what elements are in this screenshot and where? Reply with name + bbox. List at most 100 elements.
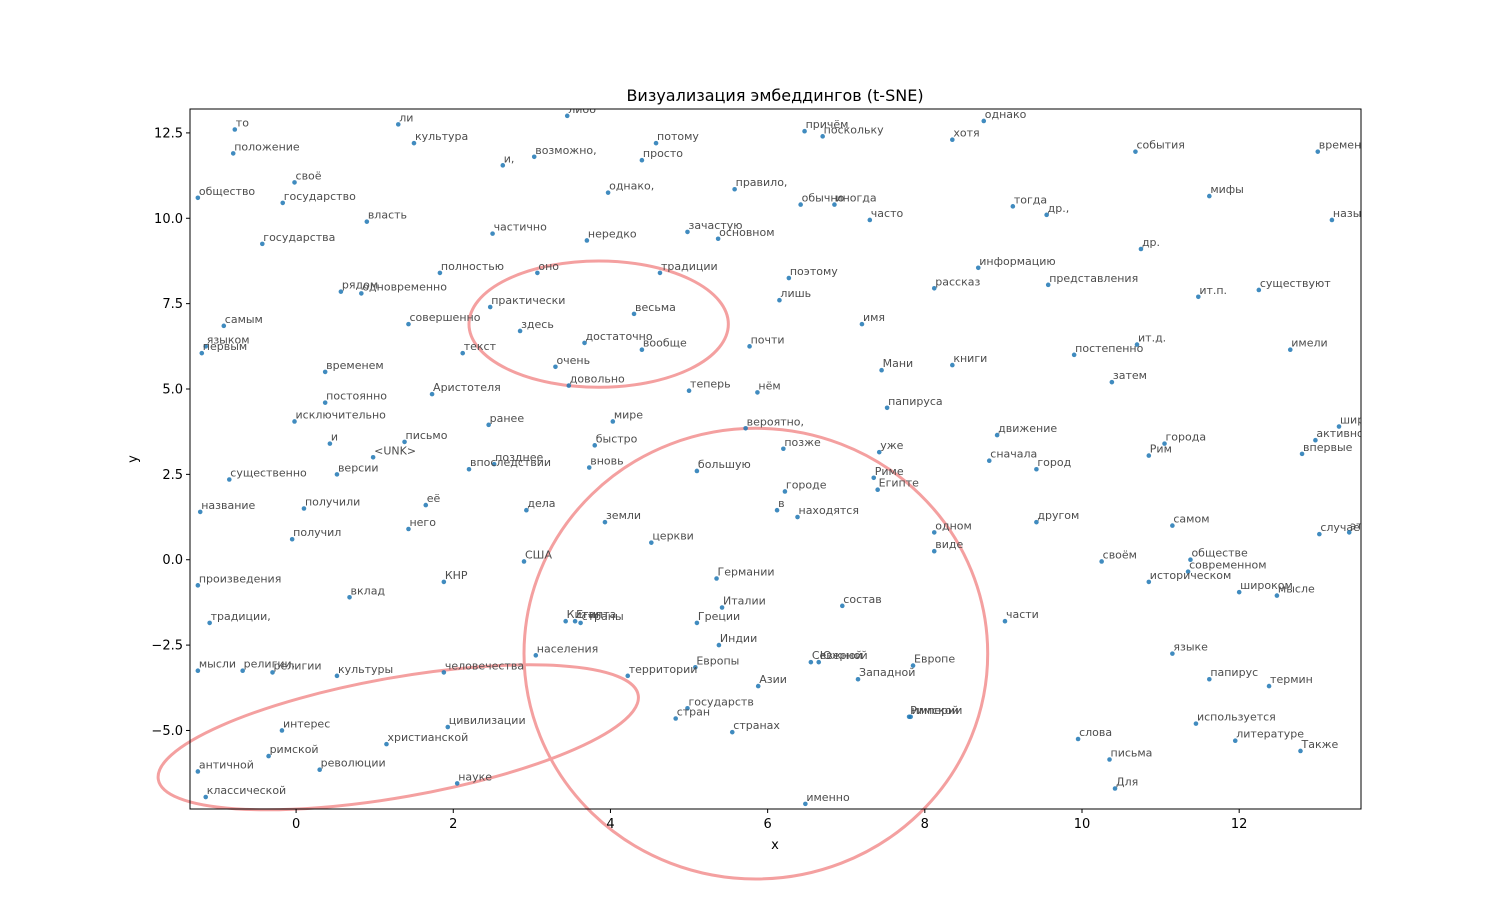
point-marker: [1162, 441, 1167, 446]
data-point: мифы: [1207, 183, 1244, 199]
point-label: широко: [1340, 414, 1385, 427]
data-point: языком: [203, 333, 250, 349]
point-marker: [908, 714, 913, 720]
point-marker: [359, 291, 364, 296]
data-point: Египта: [572, 608, 616, 624]
point-marker: [649, 540, 654, 545]
data-point: языке: [1170, 641, 1208, 656]
point-label: тогда: [1014, 193, 1047, 206]
data-point: традиции,: [207, 610, 271, 626]
data-point: государство: [280, 190, 356, 206]
point-label: называют: [1333, 207, 1391, 220]
point-label: другом: [1037, 509, 1079, 522]
point-label: своё: [296, 169, 322, 182]
data-point: античной: [195, 758, 254, 774]
data-point: вообще: [639, 337, 687, 353]
data-point: человечества: [441, 659, 524, 675]
point-label: революции: [321, 757, 386, 770]
point-marker: [221, 323, 227, 329]
point-marker: [631, 311, 637, 317]
data-point: здесь: [517, 318, 554, 334]
data-point: весьма: [631, 301, 676, 317]
point-label: Риме: [875, 465, 904, 478]
highlight-ellipse: [522, 426, 990, 881]
data-point: вклад: [347, 584, 385, 600]
point-marker: [289, 536, 295, 542]
point-marker: [429, 391, 435, 397]
point-marker: [714, 576, 719, 581]
data-point: однако,: [605, 180, 654, 195]
point-label: земли: [606, 509, 641, 522]
point-label: поэтому: [790, 265, 838, 278]
y-tick-label: 0.0: [162, 553, 183, 568]
point-label: Римской: [910, 704, 959, 717]
data-point: потому: [653, 130, 699, 146]
point-label: литературе: [1236, 728, 1304, 741]
point-label: и,: [504, 152, 515, 165]
x-tick-label: 10: [1074, 817, 1091, 832]
data-point: иногда: [832, 192, 877, 207]
point-label: нередко: [588, 227, 637, 240]
data-point: представления: [1045, 272, 1138, 288]
point-marker: [533, 653, 539, 658]
point-label: Китая: [567, 608, 602, 621]
data-point: Аристотеля: [429, 381, 501, 397]
point-marker: [840, 603, 845, 609]
point-label: быстро: [596, 432, 638, 445]
point-marker: [566, 383, 572, 388]
data-point: своё: [292, 169, 322, 185]
point-label: широком: [1240, 579, 1293, 592]
point-marker: [693, 664, 698, 670]
point-marker: [1146, 579, 1152, 585]
point-marker: [1329, 217, 1335, 223]
point-marker: [1196, 294, 1201, 300]
point-label: цивилизации: [449, 714, 526, 727]
data-point: зачастую: [685, 219, 743, 235]
point-label: совершенно: [409, 311, 480, 324]
data-point: получили: [301, 496, 360, 511]
x-tick-label: 12: [1231, 817, 1248, 832]
point-label: первым: [203, 340, 247, 353]
point-marker: [1185, 569, 1191, 574]
point-marker: [195, 668, 201, 674]
point-label: Западной: [859, 666, 915, 679]
point-label: Египте: [879, 477, 919, 490]
point-label: др.: [1142, 236, 1160, 249]
point-label: письма: [1111, 746, 1153, 759]
point-marker: [1317, 531, 1322, 537]
point-marker: [876, 449, 882, 455]
data-point: версии: [334, 461, 379, 477]
y-tick-label: 7.5: [162, 297, 183, 312]
data-point: термин: [1266, 673, 1313, 689]
point-label: получил: [293, 526, 341, 539]
point-marker: [685, 705, 690, 711]
point-label: Северной: [812, 649, 868, 662]
point-marker: [364, 219, 370, 224]
data-point: др.: [1138, 236, 1160, 252]
x-tick-label: 4: [606, 817, 614, 832]
point-label: папирус: [1210, 666, 1258, 679]
point-label: основном: [719, 226, 774, 239]
point-marker: [441, 670, 447, 675]
data-point: события: [1133, 139, 1185, 154]
x-tick-label: 2: [449, 817, 457, 832]
point-label: рядом: [342, 279, 378, 292]
data-point: страны: [578, 610, 624, 626]
point-marker: [334, 673, 340, 679]
point-marker: [855, 676, 861, 682]
point-label: религии: [274, 659, 322, 672]
data-point: имя: [859, 311, 885, 327]
data-point: основном: [715, 226, 775, 242]
point-label: города: [1166, 431, 1207, 444]
point-label: затем: [1113, 369, 1147, 382]
point-label: дела: [527, 497, 555, 510]
point-label: римской: [270, 743, 319, 756]
data-point: широко: [1336, 414, 1385, 429]
point-marker: [203, 794, 209, 800]
point-label: христианской: [387, 731, 468, 744]
point-label: письмо: [406, 429, 448, 442]
point-label: мысли: [199, 658, 236, 671]
data-point: Азии: [755, 673, 787, 689]
x-axis: 0 2 4 6 8 10 12: [292, 809, 1248, 832]
point-marker: [395, 122, 401, 127]
